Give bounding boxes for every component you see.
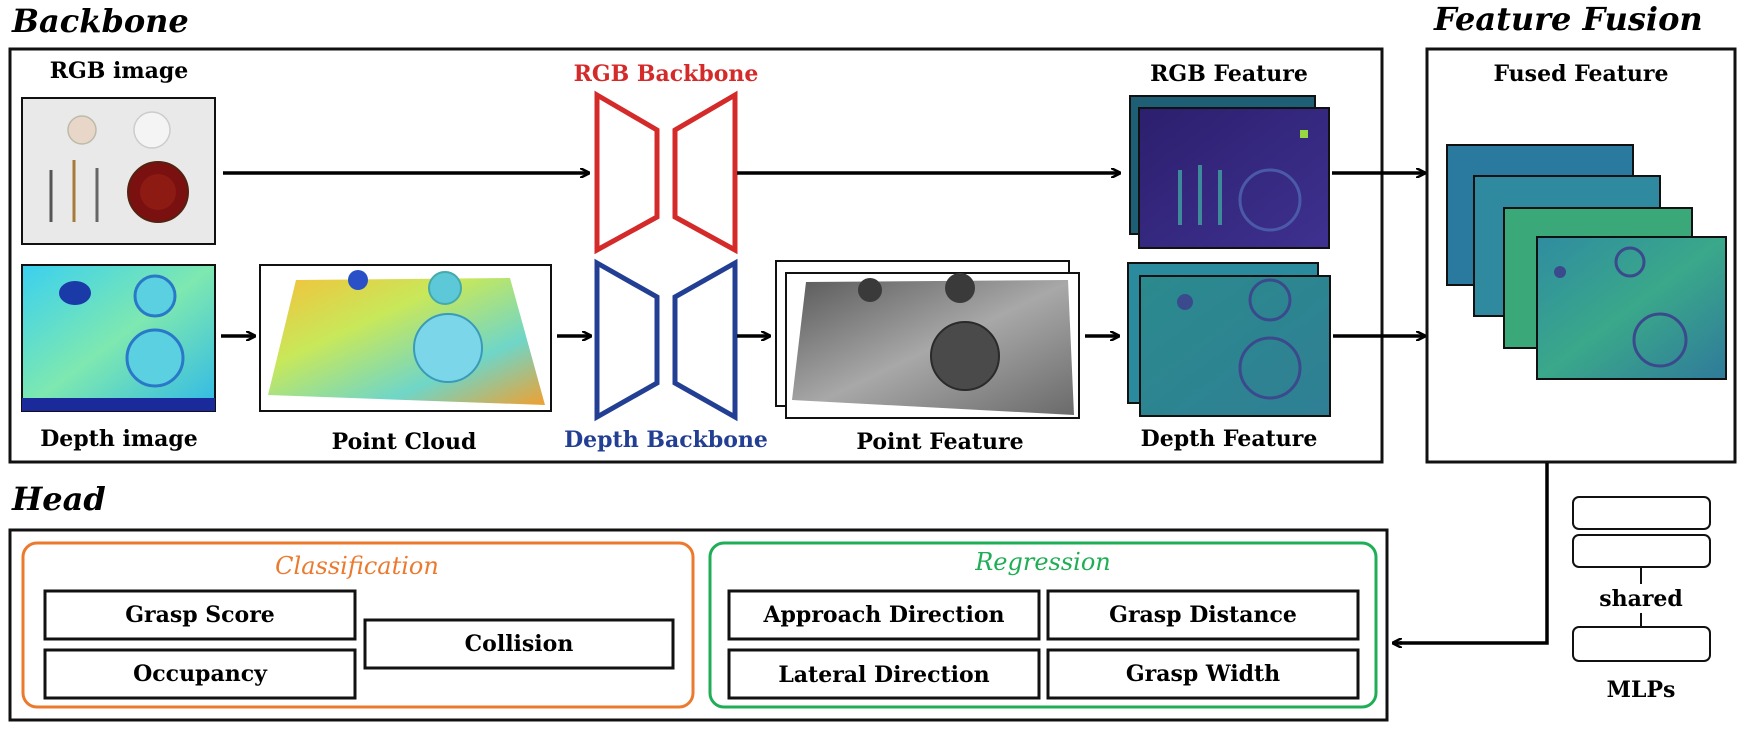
grasp-score-label: Grasp Score <box>125 602 275 628</box>
point-feature <box>775 260 1080 419</box>
rgb-backbone <box>594 90 738 255</box>
head-frame <box>8 528 1389 722</box>
grasp-score-box <box>43 589 357 641</box>
depth-feature-maps <box>1127 262 1331 417</box>
classification-group <box>21 541 695 709</box>
depth-backbone-label: Depth Backbone <box>564 427 768 453</box>
rgb-feature-label: RGB Feature <box>1150 61 1308 87</box>
grasp-width-label: Grasp Width <box>1126 661 1280 687</box>
grasp-distance-box <box>1046 589 1360 641</box>
fused-feature-label: Fused Feature <box>1493 61 1668 87</box>
occupancy-label: Occupancy <box>133 661 268 687</box>
collision-label: Collision <box>465 631 574 657</box>
backbone-title: Backbone <box>11 2 189 40</box>
grasp-width-box <box>1046 648 1360 700</box>
point-cloud <box>259 264 552 412</box>
mlp-shared-label: shared <box>1599 586 1683 612</box>
backbone-frame <box>8 47 1384 464</box>
point-cloud-label: Point Cloud <box>332 429 477 455</box>
lateral-direction-label: Lateral Direction <box>778 662 989 688</box>
depth-image <box>21 264 216 412</box>
mlp-block-3 <box>1572 626 1711 662</box>
rgb-backbone-label: RGB Backbone <box>574 61 759 87</box>
depth-image-label: Depth image <box>40 426 198 452</box>
mlp-name-label: MLPs <box>1607 677 1676 703</box>
grasp-distance-label: Grasp Distance <box>1109 602 1297 628</box>
rgb-image-label: RGB image <box>50 58 189 84</box>
approach-direction-label: Approach Direction <box>762 602 1004 628</box>
classification-title: Classification <box>275 552 439 580</box>
depth-backbone <box>594 258 738 422</box>
fusion-frame <box>1425 47 1737 464</box>
collision-box <box>363 618 675 670</box>
rgb-image <box>21 97 216 245</box>
regression-title: Regression <box>974 548 1111 576</box>
arrow-fusion-to-head-line <box>1400 463 1549 645</box>
head-title: Head <box>11 480 106 518</box>
rgb-feature-maps <box>1129 95 1330 249</box>
approach-direction-box <box>727 589 1041 641</box>
feature-fusion-title: Feature Fusion <box>1433 0 1703 38</box>
fused-feature-maps <box>1446 144 1727 380</box>
mlp-legend: shared MLPs <box>1572 496 1711 703</box>
depth-feature-label: Depth Feature <box>1141 426 1318 452</box>
lateral-direction-box <box>727 648 1041 700</box>
mlp-block-2 <box>1572 534 1711 568</box>
mlp-block-1 <box>1572 496 1711 530</box>
point-feature-label: Point Feature <box>856 429 1023 455</box>
occupancy-box <box>43 648 357 700</box>
regression-group <box>708 541 1378 709</box>
